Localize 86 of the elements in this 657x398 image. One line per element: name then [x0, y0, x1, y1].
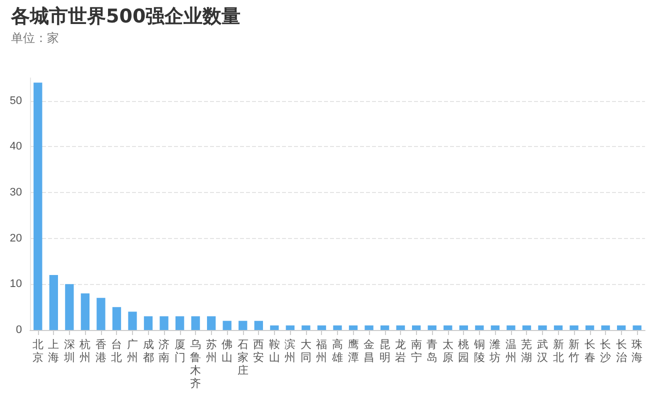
bar	[34, 82, 42, 330]
x-tick-label: 佛山	[222, 338, 233, 364]
x-tick-label: 潍坊	[488, 338, 501, 364]
x-tick-label: 滨州	[284, 338, 296, 364]
bar	[475, 325, 484, 330]
x-tick-label: 长春	[584, 338, 596, 364]
x-tick-label: 福州	[316, 338, 328, 364]
bar	[112, 307, 122, 330]
x-tick-label: 成都	[142, 338, 154, 364]
x-tick-label: 铜陵	[472, 338, 485, 364]
bar	[364, 325, 374, 330]
x-tick-label: 乌鲁木齐	[190, 338, 202, 390]
bar	[207, 316, 216, 330]
chart-title: 各城市世界500强企业数量	[10, 6, 241, 28]
x-tick-label: 上海	[48, 338, 60, 364]
bar	[333, 325, 342, 330]
bar	[144, 316, 153, 330]
x-tick-label: 新北	[552, 338, 564, 364]
bar	[222, 320, 232, 330]
bar	[522, 325, 532, 330]
x-tick-label: 长沙	[600, 338, 612, 364]
y-tick-label: 50	[10, 94, 22, 107]
x-tick-label: 珠海	[632, 338, 643, 364]
bar	[380, 325, 390, 330]
x-tick-label: 青岛	[426, 338, 438, 364]
x-tick-label: 桃园	[458, 338, 470, 364]
bar	[286, 325, 295, 330]
bar	[396, 325, 405, 330]
bar	[49, 275, 58, 330]
y-tick-label: 40	[10, 140, 22, 153]
bar	[254, 320, 263, 330]
x-tick-label: 香港	[95, 338, 106, 364]
x-tick-label: 大同	[300, 338, 312, 364]
x-tick-label: 龙岩	[395, 338, 406, 364]
bar	[175, 316, 184, 330]
bar	[490, 325, 500, 330]
x-tick-label: 新竹	[568, 338, 580, 364]
x-tick-label: 南宁	[410, 338, 422, 364]
x-tick-label: 高雄	[331, 338, 343, 364]
x-tick-label: 鞍山	[268, 338, 280, 364]
x-tick-label: 厦门	[174, 338, 186, 364]
bar	[459, 325, 468, 330]
bar	[506, 325, 516, 330]
bar	[617, 325, 626, 330]
bar	[270, 325, 279, 330]
x-tick-label: 武汉	[537, 338, 548, 364]
bar	[128, 312, 137, 330]
x-tick-label: 芜湖	[521, 338, 532, 364]
y-tick-label: 10	[10, 278, 22, 290]
bar	[570, 325, 578, 330]
bar	[444, 325, 452, 330]
x-tick-label: 长治	[616, 338, 627, 364]
bar	[191, 316, 200, 330]
bar	[601, 325, 610, 330]
x-tick-label: 昆明	[379, 338, 390, 364]
x-tick-label: 西安	[253, 338, 264, 364]
bar	[348, 325, 358, 330]
y-tick-label: 30	[10, 186, 22, 199]
bar	[538, 325, 547, 330]
bar	[65, 284, 74, 330]
x-tick-label: 杭州	[78, 338, 91, 364]
bar	[160, 316, 168, 330]
x-tick-label: 太原	[442, 338, 454, 364]
bar	[585, 325, 594, 330]
x-tick-label: 北京	[32, 338, 44, 364]
y-tick-label: 0	[16, 324, 22, 336]
x-tick-label: 石家庄	[237, 338, 248, 377]
y-tick-label: 20	[10, 232, 22, 244]
bar	[96, 298, 106, 330]
bar	[554, 325, 563, 330]
bar	[412, 325, 421, 330]
x-tick-label: 台北	[111, 338, 122, 364]
x-tick-label: 温州	[505, 338, 516, 364]
x-tick-label: 广州	[127, 338, 138, 364]
bar	[302, 325, 310, 330]
x-tick-label: 金昌	[364, 338, 375, 364]
bar	[632, 325, 642, 330]
bar	[238, 320, 248, 330]
bar	[317, 325, 326, 330]
x-tick-label: 鹰潭	[348, 338, 359, 364]
bar	[80, 293, 90, 330]
bar	[428, 325, 436, 330]
x-tick-label: 济南	[158, 338, 170, 364]
x-tick-label: 苏州	[206, 338, 217, 364]
x-tick-label: 深圳	[62, 338, 75, 364]
chart-subtitle: 单位：家	[11, 31, 59, 45]
